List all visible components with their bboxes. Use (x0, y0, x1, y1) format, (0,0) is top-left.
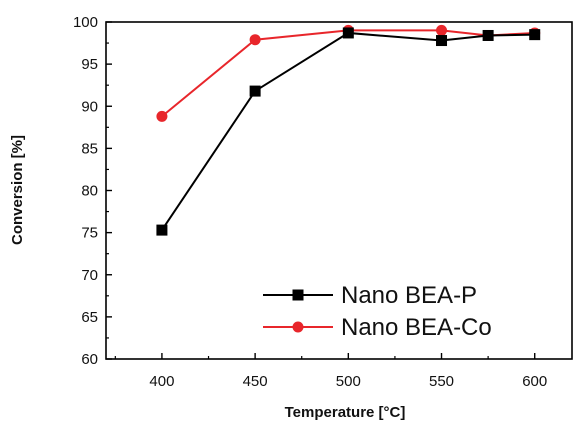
data-point-nano-bea-co (156, 110, 168, 122)
data-point-nano-bea-p (342, 27, 354, 39)
y-axis-title: Conversion [%] (9, 135, 26, 245)
series-line-nano-bea-p (161, 31, 535, 231)
data-point-nano-bea-co (436, 24, 448, 36)
legend: Nano BEA-P Nano BEA-Co (263, 282, 492, 341)
data-point-nano-bea-p (529, 29, 541, 41)
y-tick-label: 75 (81, 225, 98, 242)
data-point-nano-bea-co (249, 34, 261, 46)
legend-marker-nano-bea-p (292, 289, 304, 301)
y-tick-label: 85 (81, 140, 98, 157)
x-tick-label: 600 (522, 373, 547, 390)
y-tick-label: 70 (81, 267, 98, 284)
plot-frame (105, 21, 573, 360)
y-tick-label: 80 (81, 183, 98, 200)
y-tick-label: 65 (81, 309, 98, 326)
x-tick-label: 400 (149, 373, 174, 390)
y-tick-label: 90 (81, 98, 98, 115)
legend-label-nano-bea-p: Nano BEA-P (341, 282, 477, 309)
y-tick-label: 100 (73, 14, 98, 31)
data-point-nano-bea-p (436, 35, 448, 47)
legend-item-nano-bea-co: Nano BEA-Co (263, 314, 492, 341)
series-layer (156, 24, 541, 236)
x-tick-label: 500 (336, 373, 361, 390)
legend-label-nano-bea-co: Nano BEA-Co (341, 314, 492, 341)
data-point-nano-bea-p (156, 224, 168, 236)
y-axis: 60 65 70 75 80 85 90 95 100 (73, 14, 112, 368)
legend-marker-nano-bea-co (292, 321, 304, 333)
x-tick-label: 550 (429, 373, 454, 390)
x-tick-label: 450 (243, 373, 268, 390)
data-point-nano-bea-p (482, 29, 494, 41)
y-tick-label: 60 (81, 351, 98, 368)
x-axis: 400 450 500 550 600 (114, 353, 547, 390)
y-tick-label: 95 (81, 56, 98, 73)
data-point-nano-bea-p (249, 85, 261, 97)
x-axis-title: Temperature [°C] (285, 404, 406, 421)
series-line-nano-bea-co (161, 29, 535, 118)
series-nano-bea-p (156, 27, 541, 236)
legend-item-nano-bea-p: Nano BEA-P (263, 282, 477, 309)
